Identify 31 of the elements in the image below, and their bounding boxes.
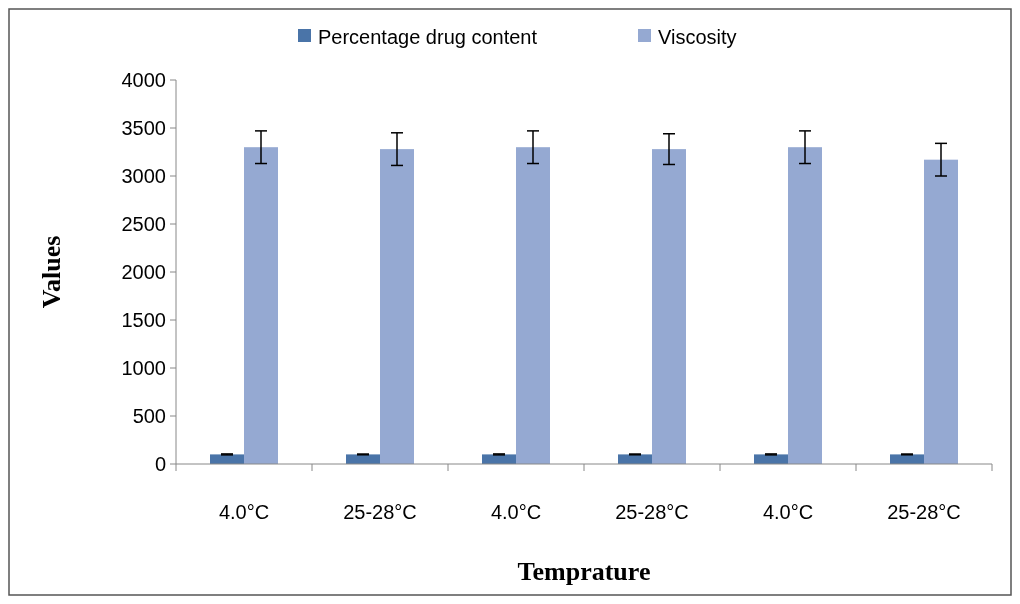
bar: [482, 454, 516, 464]
y-tick-label: 4000: [121, 69, 166, 91]
bar: [516, 147, 550, 464]
bar: [346, 454, 380, 464]
bar: [618, 454, 652, 464]
bar: [244, 147, 278, 464]
x-axis-title: Temprature: [517, 557, 651, 586]
x-tick-label: 25-28°C: [615, 501, 689, 523]
legend-label: Viscosity: [658, 26, 737, 48]
x-tick-label: 4.0°C: [490, 501, 542, 523]
x-tick-label: 4.0°C: [762, 501, 814, 523]
bar: [924, 159, 958, 464]
bar: [652, 149, 686, 464]
bar: [380, 149, 414, 464]
bar: [210, 454, 244, 464]
y-tick-label: 3500: [121, 117, 166, 139]
x-tick-label: 25-28°C: [887, 501, 961, 523]
bar: [890, 454, 924, 464]
x-tick-label: 4.0°C: [218, 501, 270, 523]
y-tick-label: 1500: [121, 309, 166, 331]
y-tick-label: 2000: [121, 261, 166, 283]
y-tick-label: 3000: [121, 165, 166, 187]
y-axis-title: Values: [37, 235, 66, 309]
bar: [754, 454, 788, 464]
legend-label: Percentage drug content: [318, 26, 538, 48]
y-tick-label: 2500: [121, 213, 166, 235]
x-tick-label: 25-28°C: [343, 501, 417, 523]
y-tick-label: 1000: [121, 357, 166, 379]
y-tick-label: 0: [154, 453, 166, 475]
y-tick-label: 500: [132, 405, 166, 427]
bar: [788, 147, 822, 464]
